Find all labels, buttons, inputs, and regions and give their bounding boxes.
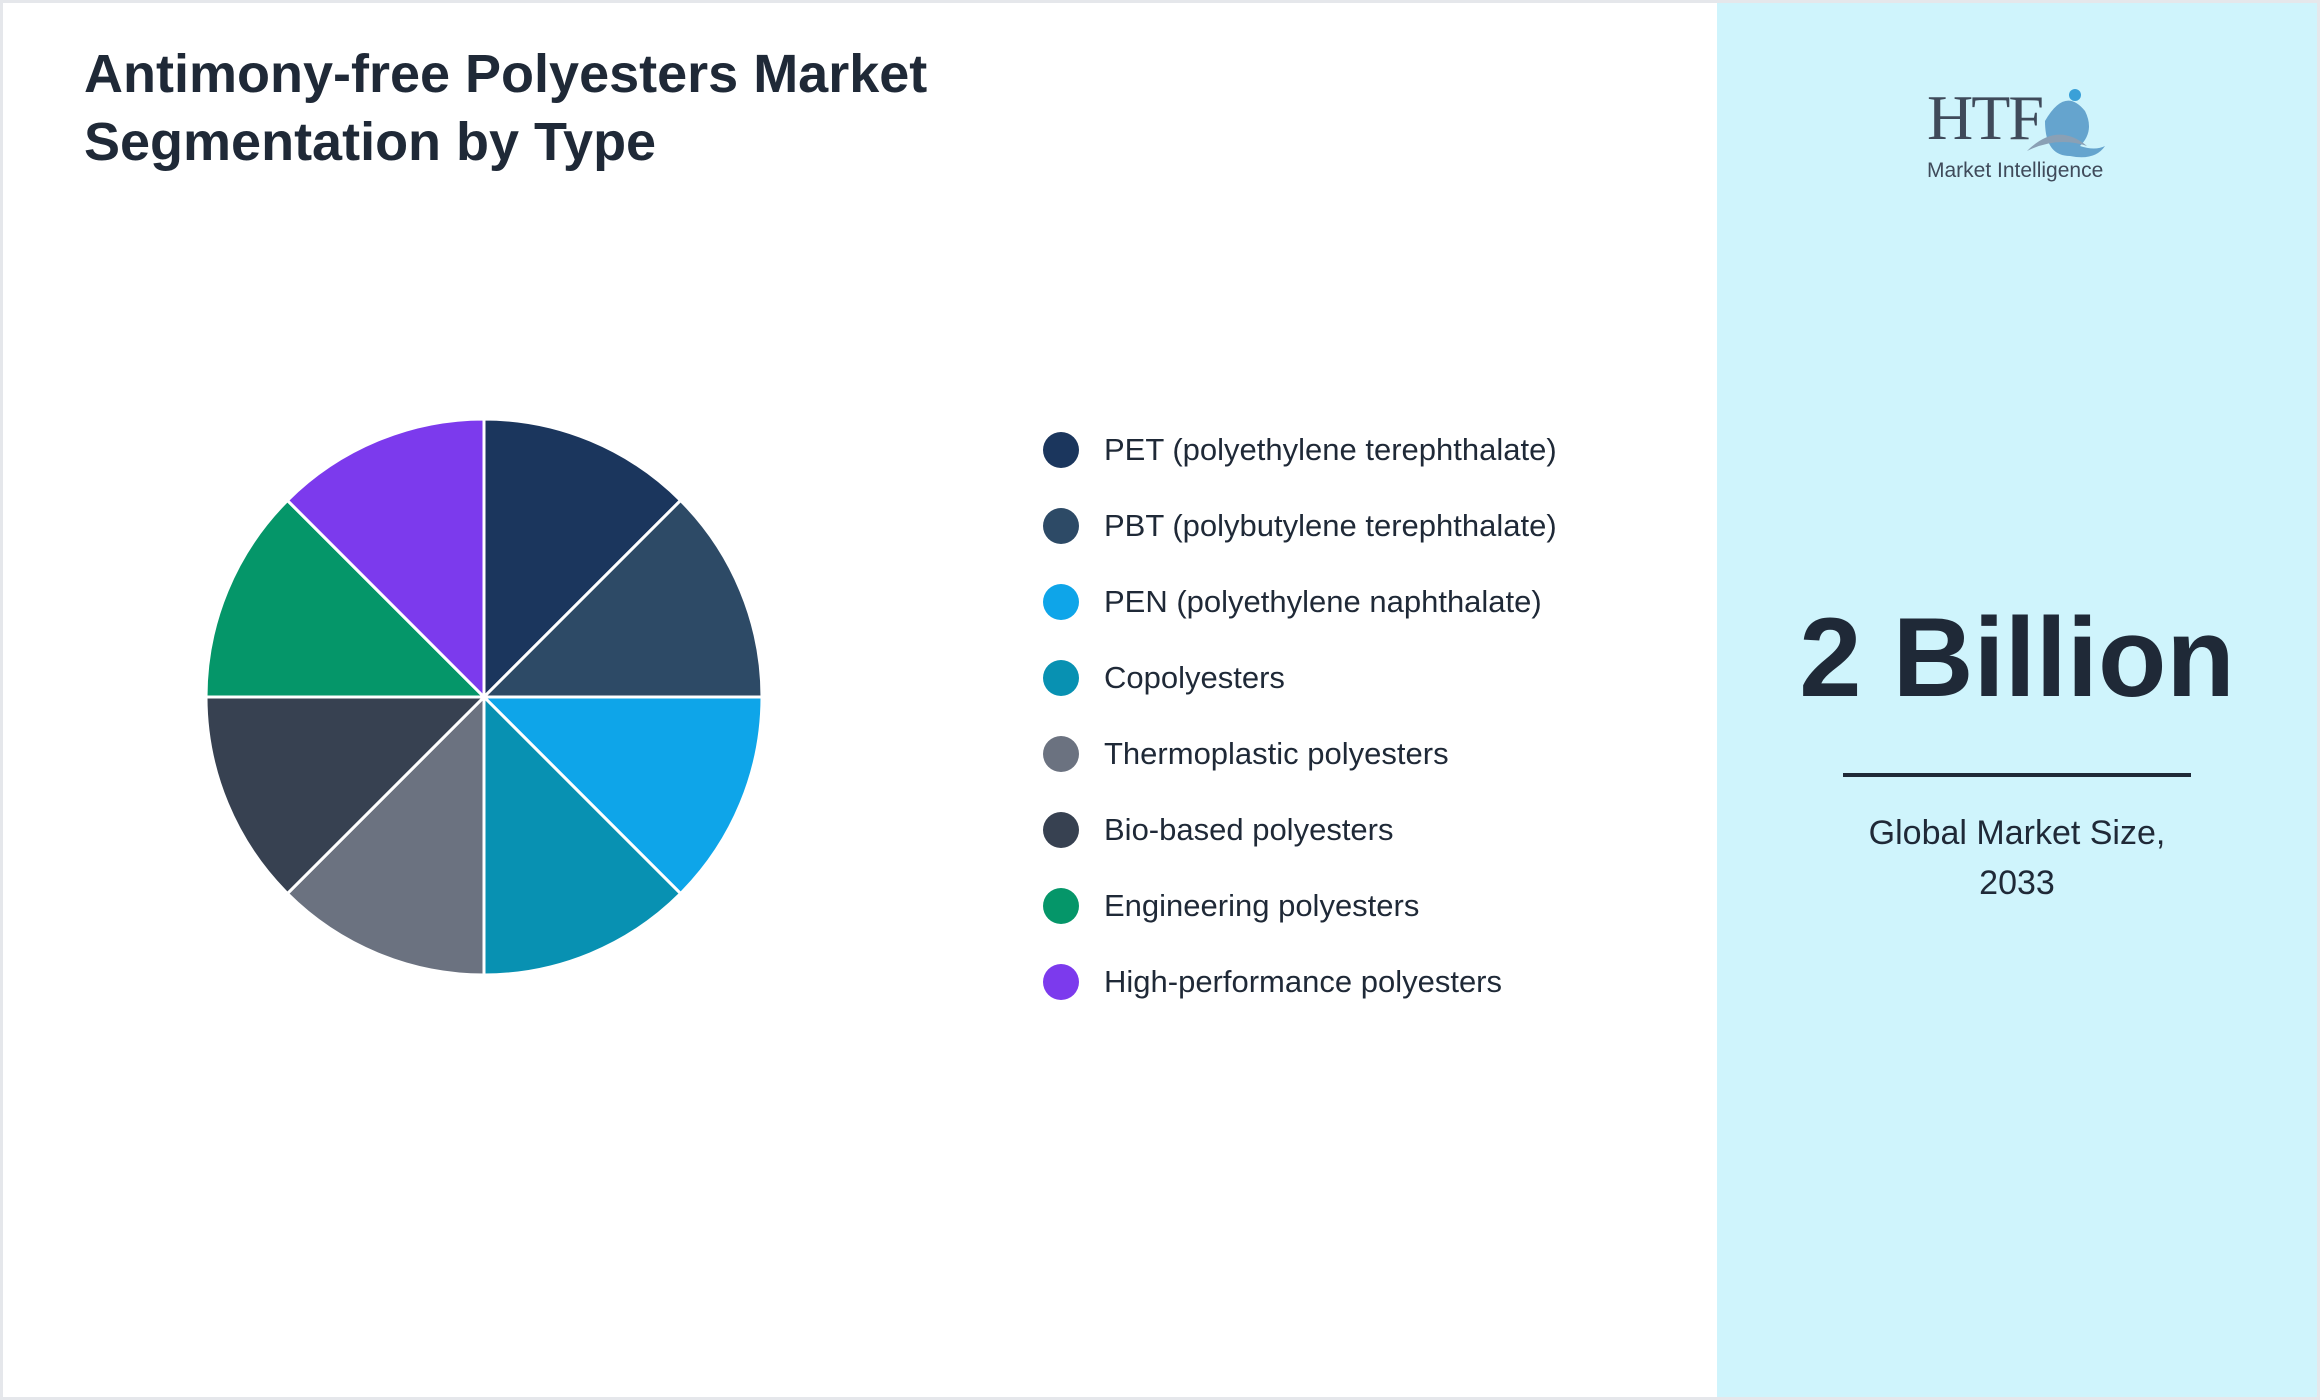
legend-label: Thermoplastic polyesters	[1104, 736, 1449, 771]
legend-swatch	[1043, 812, 1079, 848]
legend-item: Engineering polyesters	[1043, 868, 1557, 944]
legend-label: Copolyesters	[1104, 660, 1285, 695]
legend-swatch	[1043, 508, 1079, 544]
logo: HTF Market Intelligence	[1927, 81, 2117, 191]
side-panel: HTF Market Intelligence 2 Billion Global…	[1717, 3, 2317, 1397]
pie-slice	[204, 498, 488, 699]
legend-swatch	[1043, 660, 1079, 696]
legend-swatch	[1043, 964, 1079, 1000]
legend-label: PBT (polybutylene terephthalate)	[1104, 508, 1557, 543]
legend-swatch	[1043, 736, 1079, 772]
pie-slice	[285, 693, 486, 977]
pie-slice	[482, 693, 683, 977]
legend-label: High-performance polyesters	[1104, 964, 1503, 999]
legend-label: PEN (polyethylene naphthalate)	[1104, 584, 1542, 619]
legend-swatch	[1043, 888, 1079, 924]
legend-label: PET (polyethylene terephthalate)	[1104, 432, 1557, 467]
chart-title: Antimony-free Polyesters Market Segmenta…	[84, 44, 928, 172]
market-value: 2 Billion	[1799, 595, 2235, 720]
legend-item: PET (polyethylene terephthalate)	[1043, 412, 1557, 488]
legend-item: PBT (polybutylene terephthalate)	[1043, 488, 1557, 564]
logo-icon	[2027, 89, 2105, 158]
pie-slice	[285, 417, 486, 701]
legend-swatch	[1043, 432, 1079, 468]
pie-slice	[482, 417, 683, 701]
logo-name: HTF	[1927, 82, 2044, 153]
legend-label: Bio-based polyesters	[1104, 812, 1394, 847]
legend-item: PEN (polyethylene naphthalate)	[1043, 564, 1557, 640]
pie-slice	[480, 498, 764, 699]
legend-label: Engineering polyesters	[1104, 888, 1420, 923]
legend-item: Bio-based polyesters	[1043, 792, 1557, 868]
legend: PET (polyethylene terephthalate) PBT (pol…	[1043, 412, 1557, 1020]
pie-slice	[204, 695, 488, 896]
pie-chart	[204, 417, 764, 977]
divider	[1843, 773, 2191, 777]
legend-item: High-performance polyesters	[1043, 944, 1557, 1020]
legend-item: Thermoplastic polyesters	[1043, 716, 1557, 792]
pie-slice	[480, 695, 764, 896]
legend-swatch	[1043, 584, 1079, 620]
legend-item: Copolyesters	[1043, 640, 1557, 716]
logo-tagline: Market Intelligence	[1927, 159, 2104, 182]
market-caption: Global Market Size, 2033	[1868, 814, 2166, 902]
